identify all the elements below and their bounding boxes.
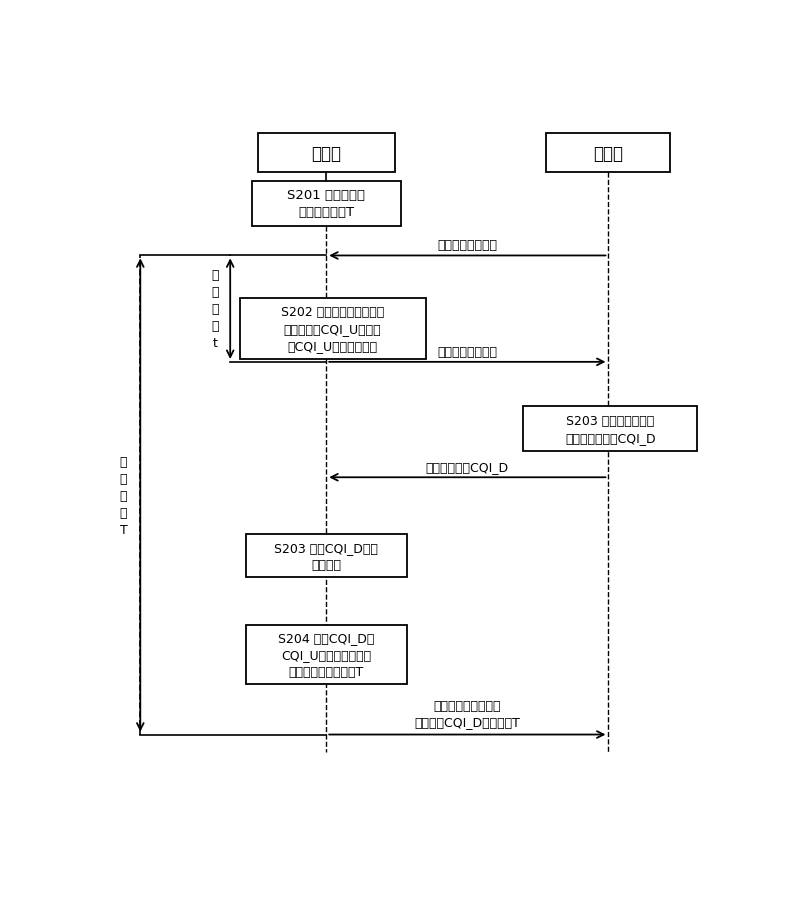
Text: S201 设置第一周
期及第二周期T: S201 设置第一周 期及第二周期T (287, 189, 366, 219)
Text: 第
一
周
期
t: 第 一 周 期 t (211, 269, 218, 350)
Bar (252, 181, 401, 226)
Text: 下行信道数据发送，
通知修改CQI_D反馈周期T: 下行信道数据发送， 通知修改CQI_D反馈周期T (414, 699, 520, 728)
Bar (246, 535, 407, 578)
Bar (246, 625, 407, 685)
Text: S202 测量获取上行信道信
号质量指示CQI_U，并根
据CQI_U调整发送策略: S202 测量获取上行信道信 号质量指示CQI_U，并根 据CQI_U调整发送策… (281, 306, 384, 353)
Text: 发送端: 发送端 (311, 144, 342, 162)
Text: S204 获取CQI_D及
CQI_U的差异值，根据
差异值修改第二周期T: S204 获取CQI_D及 CQI_U的差异值，根据 差异值修改第二周期T (278, 631, 374, 678)
Text: 接收端: 接收端 (594, 144, 623, 162)
Text: S203 测量获取下行信
道信号质量指示CQI_D: S203 测量获取下行信 道信号质量指示CQI_D (565, 414, 655, 444)
Text: 上行信道反馈CQI_D: 上行信道反馈CQI_D (426, 461, 509, 474)
Text: 上行信道数据发送: 上行信道数据发送 (437, 239, 497, 252)
Text: 下行信道数据发送: 下行信道数据发送 (437, 345, 497, 358)
Text: S203 根据CQI_D调整
发送策略: S203 根据CQI_D调整 发送策略 (274, 541, 378, 571)
Bar (258, 134, 394, 172)
Bar (546, 134, 670, 172)
Bar (239, 299, 426, 360)
Bar (523, 407, 697, 452)
Text: 第
二
周
期
T: 第 二 周 期 T (120, 456, 127, 537)
